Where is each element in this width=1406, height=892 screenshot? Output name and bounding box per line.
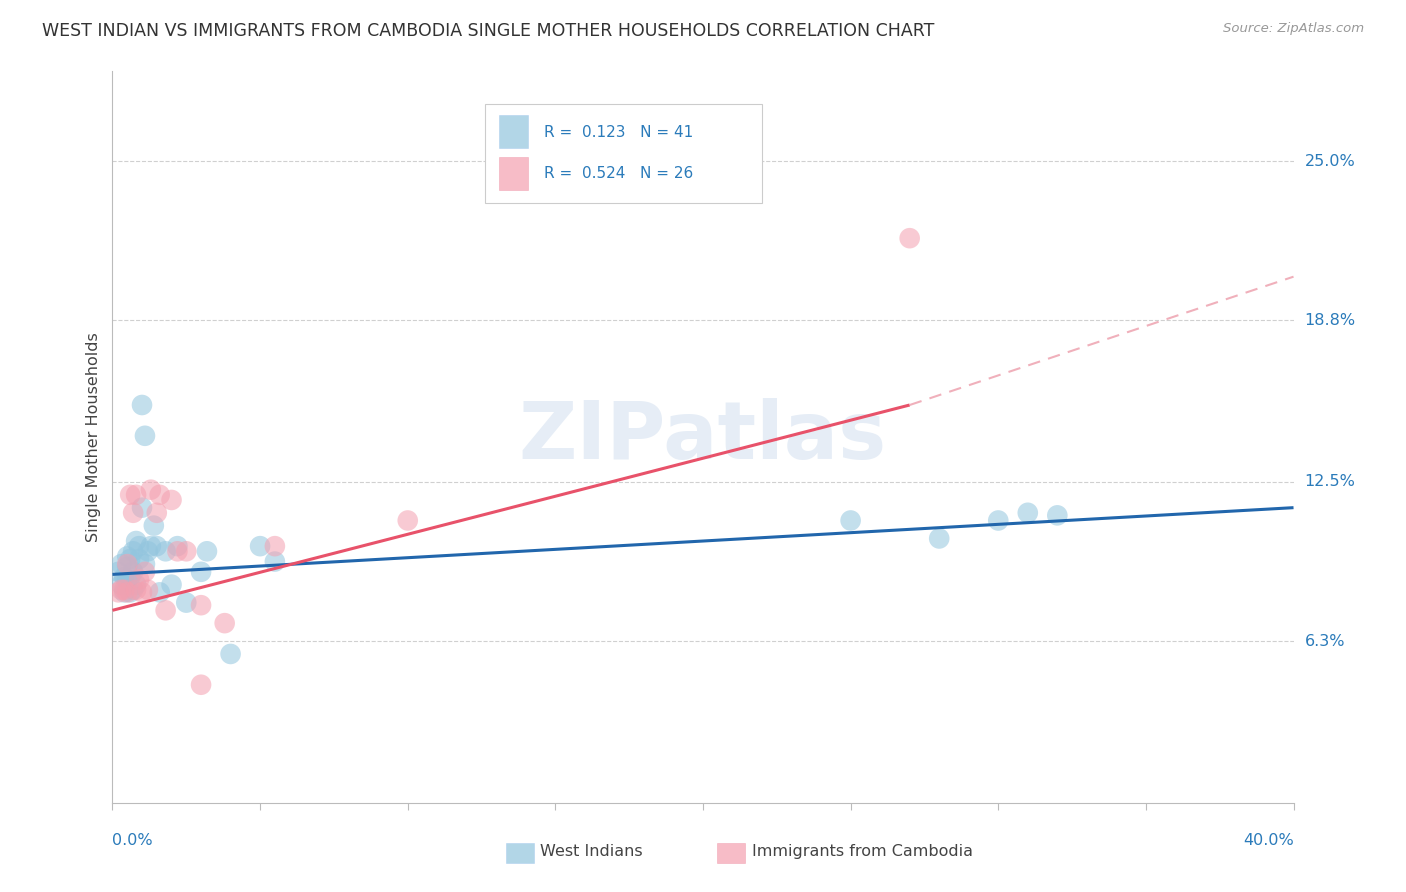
Text: Immigrants from Cambodia: Immigrants from Cambodia [752, 845, 973, 859]
Y-axis label: Single Mother Households: Single Mother Households [86, 332, 101, 542]
Point [264, 555, 287, 569]
Text: 12.5%: 12.5% [1305, 475, 1355, 490]
Point [1017, 506, 1039, 520]
Point [160, 492, 183, 507]
Point [149, 585, 172, 599]
Point [136, 544, 159, 558]
Point [134, 557, 156, 571]
Point [166, 544, 188, 558]
Point [155, 544, 177, 558]
Point [112, 585, 135, 599]
Text: 40.0%: 40.0% [1243, 833, 1294, 848]
Point [131, 500, 153, 515]
Point [190, 678, 212, 692]
Point [131, 585, 153, 599]
Point [131, 398, 153, 412]
Point [174, 544, 197, 558]
Point [120, 488, 142, 502]
Text: R =  0.123   N = 41: R = 0.123 N = 41 [544, 125, 693, 139]
Text: 6.3%: 6.3% [1305, 633, 1346, 648]
Text: WEST INDIAN VS IMMIGRANTS FROM CAMBODIA SINGLE MOTHER HOUSEHOLDS CORRELATION CHA: WEST INDIAN VS IMMIGRANTS FROM CAMBODIA … [42, 22, 935, 40]
Point [174, 596, 197, 610]
Point [128, 573, 150, 587]
Point [190, 598, 212, 612]
Point [928, 532, 950, 546]
Point [146, 506, 169, 520]
FancyBboxPatch shape [485, 104, 762, 203]
Point [1046, 508, 1069, 523]
Point [112, 582, 135, 597]
Text: ZIPatlas: ZIPatlas [519, 398, 887, 476]
Point [214, 616, 236, 631]
Point [125, 582, 148, 597]
Point [125, 534, 148, 549]
Point [122, 506, 145, 520]
Text: 18.8%: 18.8% [1305, 313, 1355, 327]
Point [898, 231, 921, 245]
Point [249, 539, 271, 553]
Point [264, 539, 287, 553]
Point [190, 565, 212, 579]
Point [110, 557, 132, 571]
Point [142, 518, 165, 533]
Point [195, 544, 218, 558]
Point [396, 514, 419, 528]
Point [110, 577, 132, 591]
Text: 0.0%: 0.0% [112, 833, 153, 848]
Point [117, 557, 138, 571]
Text: West Indians: West Indians [540, 845, 643, 859]
Point [149, 488, 172, 502]
Point [122, 544, 145, 558]
Point [125, 577, 148, 591]
Point [110, 582, 132, 597]
Point [107, 565, 129, 579]
Point [160, 577, 183, 591]
Text: Source: ZipAtlas.com: Source: ZipAtlas.com [1223, 22, 1364, 36]
Point [120, 552, 142, 566]
FancyBboxPatch shape [499, 115, 529, 148]
Point [117, 549, 138, 564]
Point [134, 565, 156, 579]
Point [136, 582, 159, 597]
Point [139, 539, 162, 553]
Point [987, 514, 1010, 528]
Point [120, 570, 142, 584]
Point [839, 514, 862, 528]
Point [122, 565, 145, 579]
Point [122, 582, 145, 597]
Text: 25.0%: 25.0% [1305, 153, 1355, 169]
FancyBboxPatch shape [499, 157, 529, 190]
Point [146, 539, 169, 553]
Point [128, 539, 150, 553]
Point [112, 570, 135, 584]
Point [155, 603, 177, 617]
Point [219, 647, 242, 661]
Point [134, 429, 156, 443]
Point [117, 573, 138, 587]
Point [139, 483, 162, 497]
Text: R =  0.524   N = 26: R = 0.524 N = 26 [544, 166, 693, 181]
Point [120, 585, 142, 599]
Point [128, 552, 150, 566]
Point [125, 488, 148, 502]
Point [107, 585, 129, 599]
Point [117, 559, 138, 574]
Point [166, 539, 188, 553]
Point [117, 585, 138, 599]
